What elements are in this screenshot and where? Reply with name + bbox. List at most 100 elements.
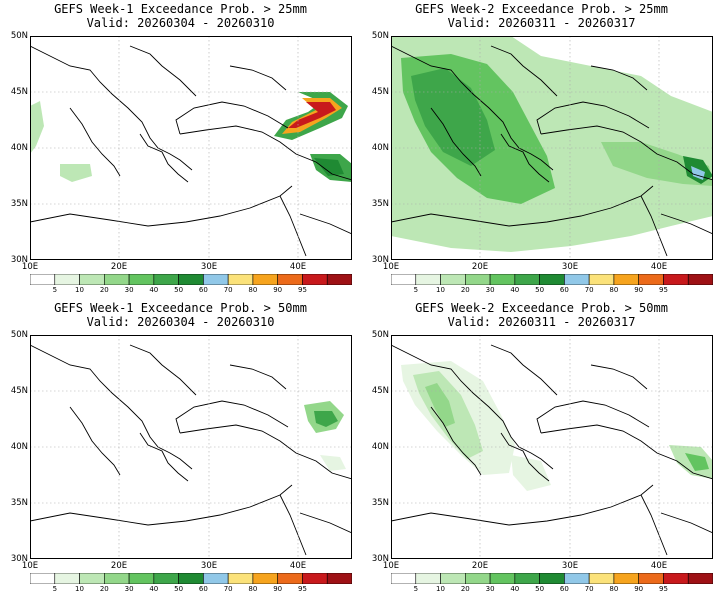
colorbar-tick-label: 40 bbox=[149, 286, 159, 294]
colorbar-swatch bbox=[104, 573, 130, 584]
colorbar-tick-label: 40 bbox=[510, 286, 520, 294]
colorbar-tick-label: 70 bbox=[584, 585, 594, 593]
colorbar-swatch bbox=[539, 274, 565, 285]
colorbar-swatch bbox=[440, 274, 466, 285]
lat-label: 35N bbox=[371, 199, 389, 209]
colorbar-swatch bbox=[153, 573, 179, 584]
colorbar-swatch bbox=[252, 573, 278, 584]
colorbar-swatch bbox=[203, 573, 229, 584]
colorbar-swatch bbox=[613, 274, 639, 285]
colorbar-swatch bbox=[79, 274, 105, 285]
colorbar-swatch bbox=[613, 573, 639, 584]
lon-label: 20E bbox=[110, 262, 128, 272]
colorbar-tick-label: 70 bbox=[584, 286, 594, 294]
colorbar-tick-label: 10 bbox=[436, 286, 445, 294]
colorbar-tick-label: 5 bbox=[52, 286, 58, 294]
panel-valid-dates: Valid: 20260304 - 20260310 bbox=[86, 16, 275, 30]
lon-label: 10E bbox=[382, 561, 400, 571]
panel-valid-dates: Valid: 20260311 - 20260317 bbox=[447, 315, 636, 329]
colorbar-swatch bbox=[302, 274, 328, 285]
colorbar-swatch bbox=[663, 274, 689, 285]
colorbar-tick-label: 5 bbox=[52, 585, 58, 593]
colorbar-swatch bbox=[588, 274, 615, 285]
colorbar-swatch bbox=[54, 573, 80, 584]
precip-probability-field bbox=[391, 36, 713, 252]
lat-label: 40N bbox=[371, 442, 389, 452]
colorbar-tick-label: 50 bbox=[535, 585, 545, 593]
colorbar-swatch bbox=[564, 274, 590, 285]
lat-label: 30N bbox=[10, 554, 28, 564]
colorbar-tick-label: 10 bbox=[436, 585, 445, 593]
colorbar-swatch bbox=[153, 274, 179, 285]
panel-title: GEFS Week-1 Exceedance Prob. > 25mm bbox=[54, 2, 307, 16]
precip-probability-field bbox=[30, 92, 352, 182]
colorbar-swatch bbox=[128, 573, 155, 584]
colorbar-tick-label: 50 bbox=[174, 585, 184, 593]
lon-label: 10E bbox=[21, 561, 39, 571]
lon-label: 20E bbox=[110, 561, 128, 571]
colorbar-swatch bbox=[539, 573, 565, 584]
coastlines-and-borders bbox=[391, 344, 713, 556]
map bbox=[30, 335, 352, 559]
lat-label: 40N bbox=[10, 143, 28, 153]
colorbar-tick-label: 5 bbox=[413, 286, 419, 294]
graticule bbox=[391, 335, 713, 559]
colorbar-swatch bbox=[203, 274, 229, 285]
colorbar-tick-label: 80 bbox=[248, 585, 258, 593]
colorbar-tick-label: 20 bbox=[460, 286, 470, 294]
colorbar-tick-label: 60 bbox=[559, 286, 569, 294]
colorbar-swatch bbox=[227, 573, 254, 584]
lat-label: 50N bbox=[371, 330, 389, 340]
lon-label: 30E bbox=[561, 561, 579, 571]
colorbar-tick-label: 20 bbox=[99, 585, 109, 593]
colorbar bbox=[391, 573, 713, 584]
map bbox=[391, 36, 713, 260]
colorbar-swatch bbox=[687, 573, 713, 584]
colorbar-swatch bbox=[514, 573, 540, 584]
lat-label: 35N bbox=[10, 498, 28, 508]
lon-label: 30E bbox=[561, 262, 579, 272]
colorbar-swatch bbox=[128, 274, 155, 285]
colorbar-tick-label: 80 bbox=[248, 286, 258, 294]
map bbox=[391, 335, 713, 559]
colorbar-tick-label: 30 bbox=[124, 286, 134, 294]
graticule bbox=[30, 36, 352, 260]
coastlines-and-borders bbox=[30, 344, 352, 556]
colorbar bbox=[30, 573, 352, 584]
colorbar-swatch bbox=[104, 274, 130, 285]
colorbar-tick-label: 50 bbox=[174, 286, 184, 294]
lat-label: 40N bbox=[10, 442, 28, 452]
colorbar-tick-label: 30 bbox=[485, 585, 495, 593]
colorbar-tick-label: 60 bbox=[559, 585, 569, 593]
colorbar-tick-label: 40 bbox=[149, 585, 159, 593]
colorbar-swatch bbox=[465, 274, 491, 285]
colorbar-swatch bbox=[489, 274, 516, 285]
colorbar-swatch bbox=[391, 573, 417, 584]
colorbar-swatch bbox=[687, 274, 713, 285]
map bbox=[30, 36, 352, 260]
lat-label: 30N bbox=[371, 255, 389, 265]
colorbar-swatch bbox=[564, 573, 590, 584]
colorbar-tick-label: 80 bbox=[609, 286, 619, 294]
colorbar-swatch bbox=[277, 573, 303, 584]
panel-week2-25mm: GEFS Week-2 Exceedance Prob. > 25mm Vali… bbox=[361, 0, 722, 299]
colorbar-tick-label: 70 bbox=[223, 585, 233, 593]
colorbar-tick-label: 95 bbox=[298, 585, 307, 593]
colorbar-swatch bbox=[252, 274, 278, 285]
panel-title: GEFS Week-2 Exceedance Prob. > 25mm bbox=[415, 2, 668, 16]
graticule bbox=[30, 335, 352, 559]
panel-week2-50mm: GEFS Week-2 Exceedance Prob. > 50mm Vali… bbox=[361, 299, 722, 598]
colorbar-swatch bbox=[440, 573, 466, 584]
lat-label: 35N bbox=[371, 498, 389, 508]
colorbar-swatch bbox=[302, 573, 328, 584]
colorbar-swatch bbox=[663, 573, 689, 584]
colorbar-swatch bbox=[30, 573, 56, 584]
colorbar bbox=[30, 274, 352, 285]
lat-label: 45N bbox=[371, 386, 389, 396]
lat-label: 50N bbox=[10, 330, 28, 340]
colorbar-tick-label: 5 bbox=[413, 585, 419, 593]
panel-valid-dates: Valid: 20260304 - 20260310 bbox=[86, 315, 275, 329]
lat-label: 30N bbox=[371, 554, 389, 564]
lat-label: 35N bbox=[10, 199, 28, 209]
colorbar-tick-label: 90 bbox=[273, 286, 283, 294]
